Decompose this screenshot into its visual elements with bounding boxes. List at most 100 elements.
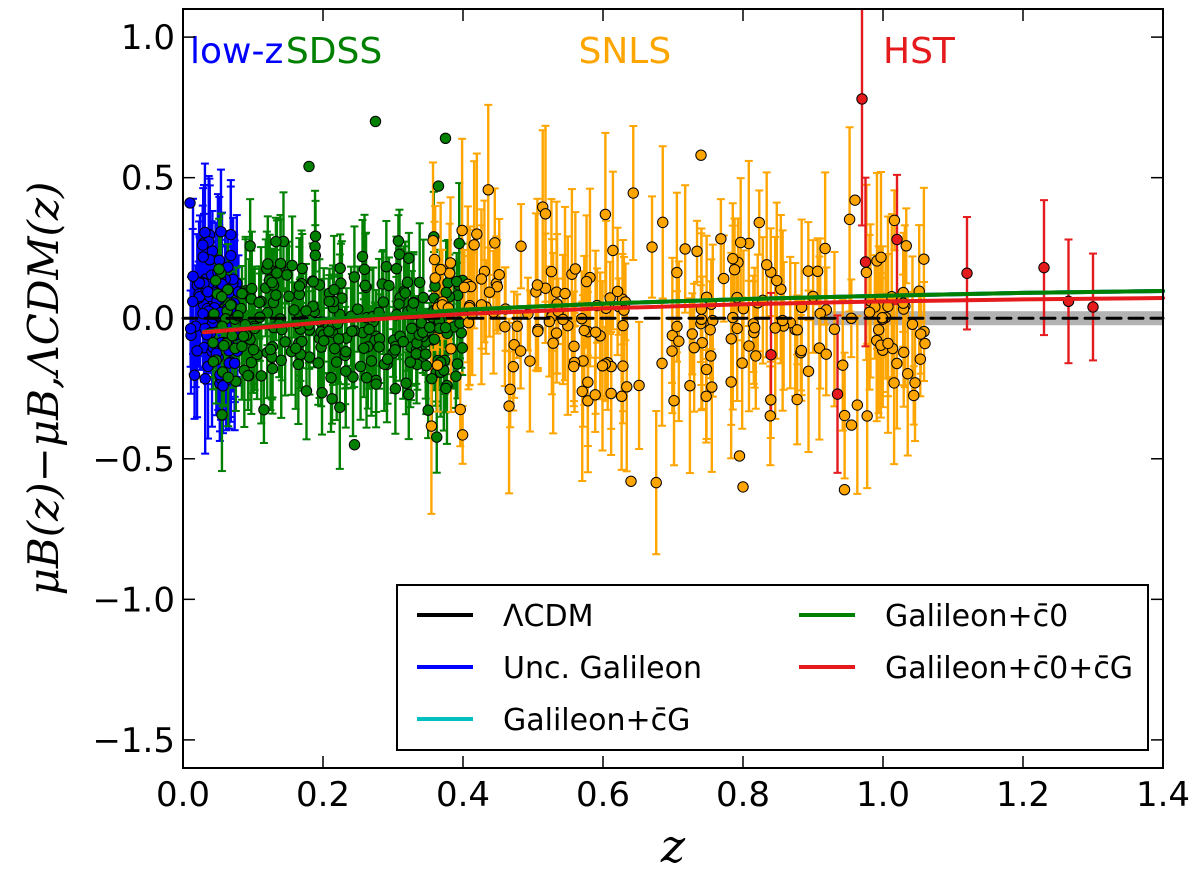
data-point (358, 342, 370, 354)
x-tick-label: 0.2 (296, 775, 350, 815)
y-tick-label: −1.0 (92, 580, 175, 620)
data-point (422, 404, 434, 416)
data-point (197, 251, 209, 263)
data-point (275, 354, 287, 367)
data-point (633, 379, 645, 392)
data-point (691, 245, 703, 258)
data-point (420, 360, 432, 372)
data-point (425, 420, 438, 432)
data-point (891, 233, 903, 246)
data-point (908, 389, 920, 402)
x-tick-label: 0.6 (576, 775, 630, 815)
data-point (493, 268, 505, 281)
data-point (197, 307, 209, 320)
legend-label: Galileon+c̄G (503, 703, 690, 738)
data-point (326, 393, 338, 405)
data-point (334, 262, 346, 274)
data-point (191, 345, 203, 357)
axes: 0.0 0.2 0.4 0.6 0.8 1.0 1.2 1.4 −1.5 −1.0 −0.5 0.0 0… (92, 8, 1190, 815)
data-point (236, 287, 248, 300)
data-point (292, 358, 305, 371)
data-point (296, 262, 308, 275)
data-point (580, 275, 593, 288)
data-point (507, 361, 519, 373)
axis-labels: z μB(z)−μB,ΛCDM(z) (19, 182, 686, 873)
data-point (245, 356, 258, 369)
data-point (281, 269, 293, 281)
data-point (258, 404, 270, 416)
data-point (187, 295, 199, 308)
data-point (727, 252, 739, 265)
data-point (725, 376, 737, 388)
data-point (323, 325, 335, 337)
data-point (888, 214, 901, 227)
data-point (819, 242, 831, 255)
data-point (348, 439, 361, 451)
data-point (456, 342, 468, 354)
data-point (845, 419, 858, 431)
data-point (289, 342, 302, 355)
data-point (216, 291, 228, 303)
data-point (426, 372, 438, 385)
data-point (898, 346, 910, 359)
data-point (706, 381, 718, 393)
data-point (432, 180, 445, 192)
data-point (440, 382, 452, 395)
y-tick-label: 0.0 (121, 299, 175, 339)
data-point (413, 276, 426, 289)
data-point (802, 365, 815, 377)
data-point (340, 345, 352, 358)
data-point (696, 337, 708, 349)
data-point (646, 241, 658, 253)
data-point (671, 320, 683, 333)
data-point (377, 296, 390, 308)
data-point (431, 359, 444, 371)
data-point (569, 263, 582, 275)
data-point (863, 306, 876, 318)
data-point (861, 410, 873, 422)
x-tick-label: 0.0 (156, 775, 210, 815)
x-tick-label: 1.4 (1136, 775, 1190, 815)
data-point (482, 184, 494, 196)
data-point (918, 253, 930, 265)
data-point (791, 393, 803, 406)
data-point (187, 270, 199, 283)
data-point (440, 286, 452, 299)
data-point (856, 93, 868, 105)
data-point (851, 399, 864, 411)
data-point (605, 387, 617, 400)
data-point (392, 235, 405, 247)
x-tick-label: 0.8 (716, 775, 770, 815)
data-point (393, 298, 405, 310)
data-point (271, 267, 283, 279)
data-point (458, 281, 471, 294)
data-point (811, 265, 824, 278)
data-point (184, 197, 196, 209)
data-point (389, 383, 402, 395)
data-point (399, 287, 411, 299)
data-point (400, 377, 412, 389)
data-point (309, 249, 322, 262)
data-point (731, 322, 743, 335)
data-point (373, 341, 385, 353)
data-point (429, 272, 441, 284)
data-point (668, 395, 680, 407)
data-point (849, 194, 861, 206)
data-point (264, 343, 277, 356)
data-point (961, 267, 973, 279)
data-point (279, 336, 291, 348)
data-point (403, 388, 415, 401)
data-point (764, 410, 776, 422)
data-point (888, 377, 900, 389)
data-point (737, 481, 749, 493)
data-point (228, 357, 241, 370)
data-point (439, 321, 452, 334)
data-point (359, 279, 371, 292)
data-point (700, 363, 713, 376)
data-point (589, 389, 601, 401)
data-point (303, 160, 315, 173)
legend-label: Galileon+c̄0 (885, 599, 1068, 634)
data-point (329, 342, 341, 355)
data-point (559, 287, 571, 300)
data-point (545, 265, 558, 278)
